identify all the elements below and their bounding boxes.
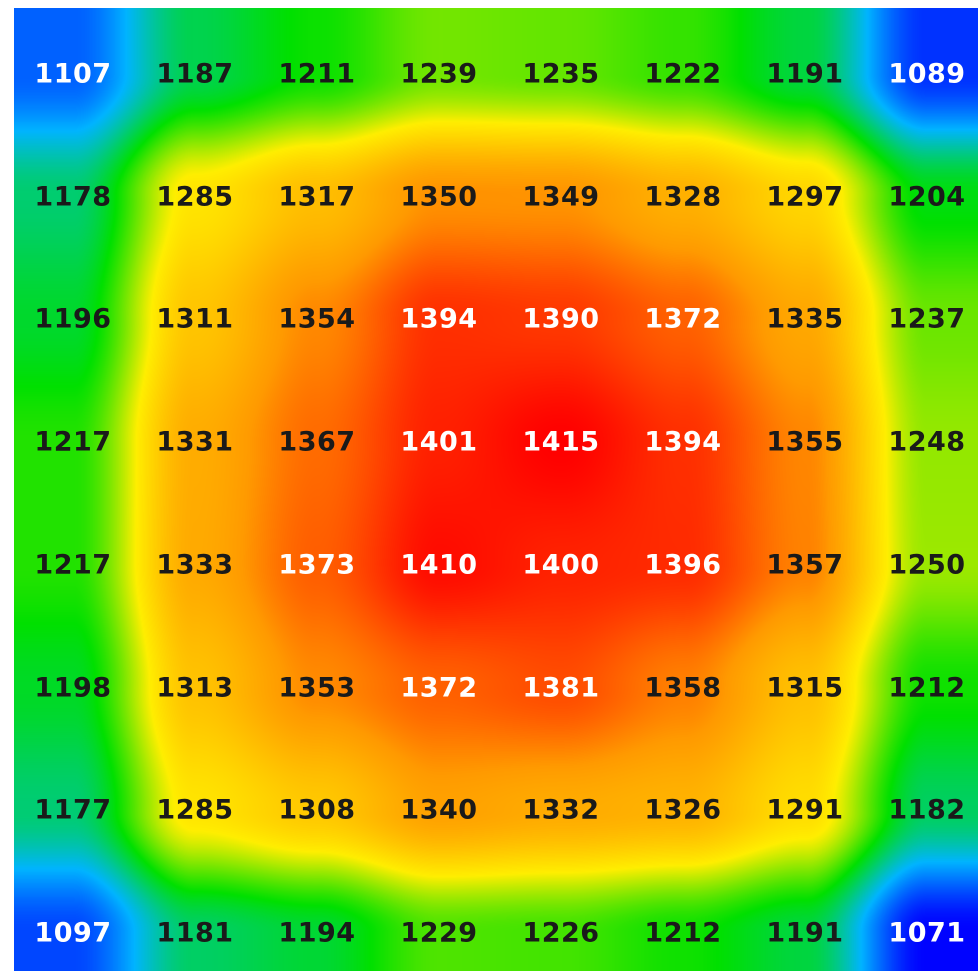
cell-value-r3-c6: 1372 [644,303,722,335]
cell-value-r6-c7: 1315 [766,672,844,703]
cell-value-r3-c2: 1311 [156,303,234,335]
cell-value-r3-c4: 1394 [400,303,478,335]
cell-value-r5-c4: 1410 [400,549,478,581]
cell-value-r7-c3: 1308 [278,794,356,826]
cell-value-r2-c4: 1350 [400,181,478,213]
cell-value-r8-c6: 1212 [644,917,722,949]
cell-value-r4-c3: 1367 [278,426,356,458]
cell-value-r3-c5: 1390 [522,303,600,335]
cell-value-r7-c2: 1285 [156,794,234,826]
cell-value-r3-c8: 1237 [888,303,966,335]
cell-value-r5-c1: 1217 [34,549,112,581]
cell-value-r1-c8: 1089 [888,58,966,90]
cell-value-r7-c1: 1177 [34,794,112,826]
heatmap-field [14,8,978,971]
cell-value-r2-c7: 1297 [766,181,844,213]
cell-value-r8-c3: 1194 [278,917,356,949]
cell-value-r2-c2: 1285 [156,181,234,213]
cell-value-r6-c4: 1372 [400,672,478,703]
cell-value-r4-c8: 1248 [888,426,966,458]
cell-value-r2-c6: 1328 [644,181,722,213]
cell-value-r2-c1: 1178 [34,181,112,213]
cell-value-r3-c3: 1354 [278,303,356,335]
cell-value-r8-c1: 1097 [34,917,112,949]
cell-value-r6-c3: 1353 [278,672,356,703]
cell-value-r4-c6: 1394 [644,426,722,458]
cell-value-r7-c8: 1182 [888,794,966,826]
cell-value-r1-c7: 1191 [766,58,844,90]
cell-value-r8-c7: 1191 [766,917,844,949]
cell-value-r2-c5: 1349 [522,181,600,213]
cell-value-r4-c1: 1217 [34,426,112,458]
cell-value-r6-c6: 1358 [644,672,722,703]
cell-value-r1-c3: 1211 [278,58,356,90]
cell-value-r8-c4: 1229 [400,917,478,949]
heatmap-chart: 1107 1187 1211 1239 1235 1222 1191 1089 1178 1285… [14,8,978,971]
cell-value-r5-c5: 1400 [522,549,600,581]
cell-value-r6-c5: 1381 [522,672,600,703]
cell-value-r7-c5: 1332 [522,794,600,826]
cell-value-r6-c2: 1313 [156,672,234,703]
cell-value-r8-c5: 1226 [522,917,600,949]
heatmap-labels: 1107 1187 1211 1239 1235 1222 1191 1089 1178 1285… [14,8,978,971]
cell-value-r1-c5: 1235 [522,58,600,90]
cell-value-r5-c3: 1373 [278,549,356,581]
cell-value-r5-c7: 1357 [766,549,844,581]
cell-value-r6-c8: 1212 [888,672,966,703]
cell-value-r7-c6: 1326 [644,794,722,826]
cell-value-r4-c5: 1415 [522,426,600,458]
cell-value-r1-c6: 1222 [644,58,722,90]
cell-value-r4-c2: 1331 [156,426,234,458]
cell-value-r8-c2: 1181 [156,917,234,949]
cell-value-r5-c6: 1396 [644,549,722,581]
cell-value-r4-c7: 1355 [766,426,844,458]
cell-value-r1-c4: 1239 [400,58,478,90]
cell-value-r4-c4: 1401 [400,426,478,458]
cell-value-r8-c8: 1071 [888,917,966,949]
cell-value-r2-c8: 1204 [888,181,966,213]
cell-value-r3-c1: 1196 [34,303,112,335]
cell-value-r7-c7: 1291 [766,794,844,826]
cell-value-r5-c8: 1250 [888,549,966,581]
cell-value-r3-c7: 1335 [766,303,844,335]
cell-value-r1-c2: 1187 [156,58,234,90]
cell-value-r6-c1: 1198 [34,672,112,703]
cell-value-r5-c2: 1333 [156,549,234,581]
cell-value-r1-c1: 1107 [34,58,112,90]
cell-value-r7-c4: 1340 [400,794,478,826]
cell-value-r2-c3: 1317 [278,181,356,213]
